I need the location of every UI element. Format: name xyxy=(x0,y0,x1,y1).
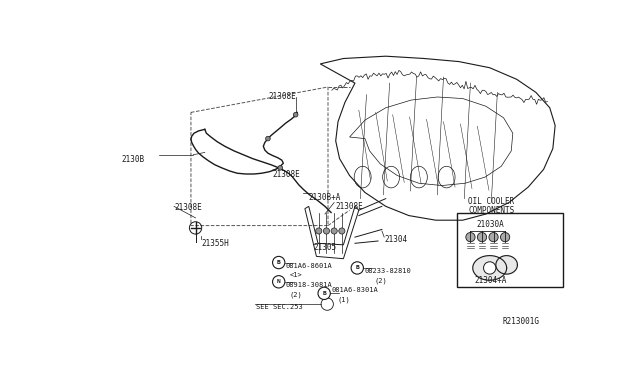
Text: 21304+A: 21304+A xyxy=(474,276,507,285)
Text: 08233-82810: 08233-82810 xyxy=(365,268,412,274)
Text: (2): (2) xyxy=(289,291,302,298)
Polygon shape xyxy=(496,256,517,274)
Text: B: B xyxy=(323,291,326,296)
Text: 2130B: 2130B xyxy=(122,155,145,164)
Circle shape xyxy=(489,232,498,242)
Text: OIL COOLER: OIL COOLER xyxy=(468,197,515,206)
Text: 081A6-8301A: 081A6-8301A xyxy=(332,287,379,293)
Text: <1>: <1> xyxy=(289,272,302,278)
Text: 21305: 21305 xyxy=(314,243,337,252)
Circle shape xyxy=(484,262,496,274)
Text: 2130B+A: 2130B+A xyxy=(308,193,341,202)
Text: 21355H: 21355H xyxy=(201,240,228,248)
Circle shape xyxy=(293,112,298,117)
Circle shape xyxy=(331,228,337,234)
Text: 08918-3081A: 08918-3081A xyxy=(285,282,332,288)
Text: (2): (2) xyxy=(374,277,387,284)
Circle shape xyxy=(339,228,345,234)
Circle shape xyxy=(323,228,330,234)
Text: 21304: 21304 xyxy=(384,235,407,244)
Text: 21308E: 21308E xyxy=(268,92,296,102)
Text: 081A6-8601A: 081A6-8601A xyxy=(285,263,332,269)
Text: 21308E: 21308E xyxy=(174,203,202,212)
Circle shape xyxy=(500,232,509,242)
Text: 21030A: 21030A xyxy=(477,220,504,229)
Circle shape xyxy=(351,262,364,274)
Text: B: B xyxy=(355,266,359,270)
Bar xyxy=(456,212,563,287)
Text: SEE SEC.253: SEE SEC.253 xyxy=(257,304,303,310)
Text: B: B xyxy=(277,260,280,265)
Text: COMPONENTS: COMPONENTS xyxy=(468,206,515,215)
Circle shape xyxy=(273,276,285,288)
Circle shape xyxy=(477,232,486,242)
Text: 21308E: 21308E xyxy=(336,202,364,212)
Polygon shape xyxy=(473,256,507,280)
Text: R213001G: R213001G xyxy=(502,317,539,326)
Circle shape xyxy=(466,232,475,242)
Text: (1): (1) xyxy=(337,296,350,303)
Circle shape xyxy=(266,136,270,141)
Text: N: N xyxy=(277,279,280,284)
Circle shape xyxy=(278,166,283,170)
Circle shape xyxy=(316,228,322,234)
Circle shape xyxy=(273,256,285,269)
Text: 21308E: 21308E xyxy=(273,170,300,179)
Circle shape xyxy=(318,287,330,299)
